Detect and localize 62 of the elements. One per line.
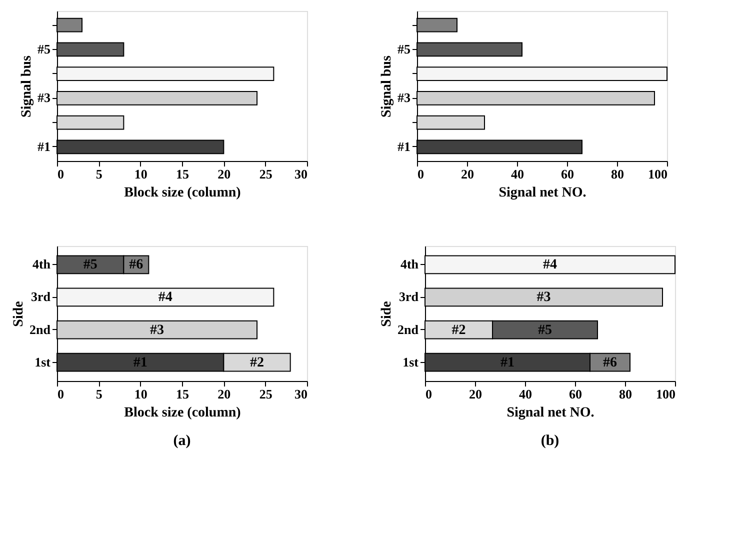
series-label: #6: [603, 355, 617, 370]
x-tick-label: 5: [96, 166, 103, 182]
x-axis-title: Signal net NO.: [498, 186, 586, 200]
x-tick-label: 40: [519, 386, 532, 402]
x-tick-label: 5: [96, 386, 103, 402]
y-tick-label: 4th: [32, 256, 52, 272]
y-tick-label: #1: [398, 138, 410, 154]
y-tick-label: 4th: [400, 256, 420, 272]
y-tick-label: 1st: [402, 354, 420, 370]
x-tick-label: 10: [134, 386, 148, 402]
series-label: #3: [536, 290, 551, 306]
y-axis-title: Side: [12, 301, 27, 327]
x-tick-label: 20: [469, 386, 482, 402]
series-label: #2: [250, 355, 264, 370]
x-tick-label: 15: [176, 386, 190, 402]
y-axis-title: Signal bus: [20, 55, 34, 118]
x-tick-label: 0: [426, 386, 432, 402]
y-tick-label: 2nd: [398, 322, 420, 337]
x-tick-label: 20: [218, 166, 231, 182]
y-tick-label: 1st: [34, 354, 52, 370]
x-tick-label: 60: [561, 166, 574, 182]
text: (a): [173, 433, 191, 449]
series-label: #5: [538, 322, 552, 338]
x-tick-label: 0: [58, 386, 64, 402]
y-tick-label: 3rd: [31, 289, 52, 304]
series-label: #1: [133, 355, 148, 370]
y-tick-label: #5: [38, 41, 51, 56]
x-tick-label: 20: [461, 166, 474, 182]
text: (b): [540, 433, 560, 449]
y-axis-title: Side: [380, 301, 395, 327]
y-tick-label: #1: [38, 138, 50, 154]
series-label: #3: [150, 322, 164, 338]
x-tick-label: 10: [134, 166, 148, 182]
series-label: #4: [543, 258, 557, 273]
x-tick-label: 0: [58, 166, 64, 182]
x-tick-label: 80: [611, 166, 624, 182]
x-tick-label: 15: [176, 166, 190, 182]
series-label: #1: [500, 355, 514, 370]
x-axis-title: Block size (column): [124, 406, 242, 420]
x-tick-label: 100: [656, 386, 676, 402]
series-label: #5: [83, 258, 98, 273]
x-tick-label: 80: [619, 386, 632, 402]
x-tick-label: 25: [259, 166, 273, 182]
y-axis-title: Signal bus: [380, 55, 394, 118]
y-tick-label: 3rd: [399, 289, 420, 304]
x-tick-label: 60: [569, 386, 582, 402]
y-tick-label: #3: [398, 90, 411, 106]
series-label: #2: [452, 322, 466, 338]
x-tick-label: 100: [648, 166, 668, 182]
series-label: #6: [129, 258, 144, 273]
x-tick-label: 30: [294, 386, 308, 402]
x-tick-label: 25: [259, 386, 273, 402]
x-tick-label: 0: [418, 166, 424, 182]
x-tick-label: 40: [511, 166, 524, 182]
y-tick-label: #3: [38, 90, 51, 106]
y-tick-label: #5: [398, 41, 411, 56]
y-tick-label: 2nd: [30, 322, 52, 337]
x-axis-title: Signal net NO.: [506, 406, 594, 420]
x-tick-label: 20: [218, 386, 231, 402]
series-label: #4: [158, 290, 172, 306]
x-axis-title: Block size (column): [124, 186, 242, 200]
x-tick-label: 30: [294, 166, 308, 182]
